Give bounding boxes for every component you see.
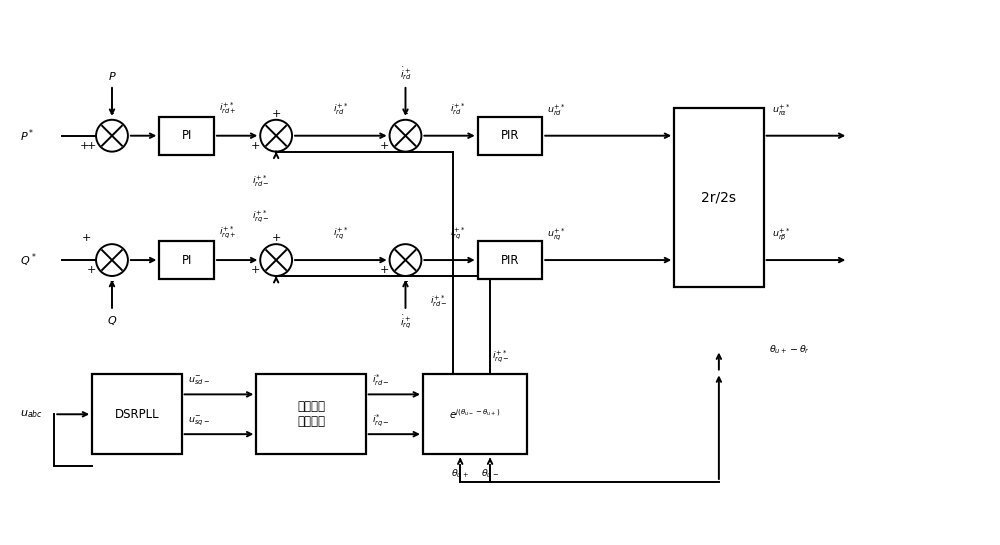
Bar bbox=[423, 374, 527, 454]
Bar bbox=[159, 117, 214, 155]
Text: $i^{*}_{rd-}$: $i^{*}_{rd-}$ bbox=[372, 373, 389, 389]
Text: $\dot{i}^+_{rq}$: $\dot{i}^+_{rq}$ bbox=[400, 314, 411, 331]
Text: $u^{-}_{sq-}$: $u^{-}_{sq-}$ bbox=[188, 414, 209, 428]
Text: $i^{+*}_{rd}$: $i^{+*}_{rd}$ bbox=[450, 101, 465, 117]
Circle shape bbox=[260, 120, 292, 152]
Text: $i^{*}_{rq-}$: $i^{*}_{rq-}$ bbox=[372, 413, 389, 428]
Bar bbox=[159, 241, 214, 279]
Text: -: - bbox=[110, 275, 114, 288]
Text: PIR: PIR bbox=[501, 253, 519, 267]
Text: 负序电流
指令计算: 负序电流 指令计算 bbox=[297, 400, 325, 428]
Text: $u_{abc}$: $u_{abc}$ bbox=[20, 408, 43, 420]
Text: $i^{+*}_{rq-}$: $i^{+*}_{rq-}$ bbox=[492, 349, 510, 365]
Text: +: + bbox=[380, 265, 389, 275]
Text: $u^{-}_{sd-}$: $u^{-}_{sd-}$ bbox=[188, 375, 209, 389]
Text: $i^{+*}_{rq-}$: $i^{+*}_{rq-}$ bbox=[252, 209, 270, 224]
Text: $u^{+*}_{rd}$: $u^{+*}_{rd}$ bbox=[547, 102, 566, 118]
Text: $i^{+*}_{rd}$: $i^{+*}_{rd}$ bbox=[333, 101, 348, 117]
Text: PIR: PIR bbox=[501, 129, 519, 142]
Text: $u^{+*}_{r\alpha}$: $u^{+*}_{r\alpha}$ bbox=[772, 102, 790, 118]
Circle shape bbox=[390, 244, 421, 276]
Text: +: + bbox=[380, 141, 389, 150]
Text: $i^{+*}_{rd-}$: $i^{+*}_{rd-}$ bbox=[252, 173, 270, 189]
Text: $i^{+*}_{rq}$: $i^{+*}_{rq}$ bbox=[450, 226, 465, 241]
Text: -: - bbox=[110, 107, 114, 120]
Circle shape bbox=[96, 244, 128, 276]
Text: +: + bbox=[271, 109, 281, 119]
Text: $i^{+*}_{rd+}$: $i^{+*}_{rd+}$ bbox=[219, 101, 237, 116]
Text: PI: PI bbox=[181, 129, 192, 142]
Text: $u^{+*}_{r\beta}$: $u^{+*}_{r\beta}$ bbox=[772, 226, 790, 242]
Circle shape bbox=[260, 244, 292, 276]
Text: 2r/2s: 2r/2s bbox=[701, 191, 736, 205]
Bar bbox=[478, 117, 542, 155]
Text: +: + bbox=[271, 233, 281, 243]
Text: $e^{j(\theta_{u-}-\theta_{u+})}$: $e^{j(\theta_{u-}-\theta_{u+})}$ bbox=[449, 407, 501, 421]
Text: $\dot{i}^+_{rd}$: $\dot{i}^+_{rd}$ bbox=[400, 65, 411, 82]
Bar bbox=[92, 374, 182, 454]
Text: $\theta_{u+}-\theta_r$: $\theta_{u+}-\theta_r$ bbox=[769, 343, 810, 356]
Text: $u^{+*}_{rq}$: $u^{+*}_{rq}$ bbox=[547, 227, 566, 242]
Bar bbox=[256, 374, 366, 454]
Text: +: + bbox=[86, 265, 96, 275]
Circle shape bbox=[96, 120, 128, 152]
Text: $Q$: $Q$ bbox=[107, 314, 117, 327]
Text: $i^{+*}_{rd-}$: $i^{+*}_{rd-}$ bbox=[430, 294, 448, 310]
Text: DSRPLL: DSRPLL bbox=[115, 408, 159, 421]
Text: $i^{+*}_{rq+}$: $i^{+*}_{rq+}$ bbox=[219, 225, 237, 240]
Text: +: + bbox=[79, 141, 89, 150]
Text: +: + bbox=[81, 233, 91, 243]
Text: $P$: $P$ bbox=[108, 70, 116, 82]
Text: $i^{+*}_{rq}$: $i^{+*}_{rq}$ bbox=[333, 226, 348, 241]
Text: -: - bbox=[403, 107, 408, 120]
Text: $\theta_{u-}$: $\theta_{u-}$ bbox=[481, 467, 499, 480]
Bar bbox=[478, 241, 542, 279]
Text: +: + bbox=[251, 141, 260, 150]
Text: $Q^*$: $Q^*$ bbox=[20, 251, 37, 269]
Text: +: + bbox=[86, 141, 96, 150]
Bar bbox=[674, 108, 764, 287]
Circle shape bbox=[390, 120, 421, 152]
Text: $\theta_{u+}$: $\theta_{u+}$ bbox=[451, 467, 469, 480]
Text: -: - bbox=[403, 275, 408, 288]
Text: PI: PI bbox=[181, 253, 192, 267]
Text: +: + bbox=[251, 265, 260, 275]
Text: $P^*$: $P^*$ bbox=[20, 128, 35, 144]
